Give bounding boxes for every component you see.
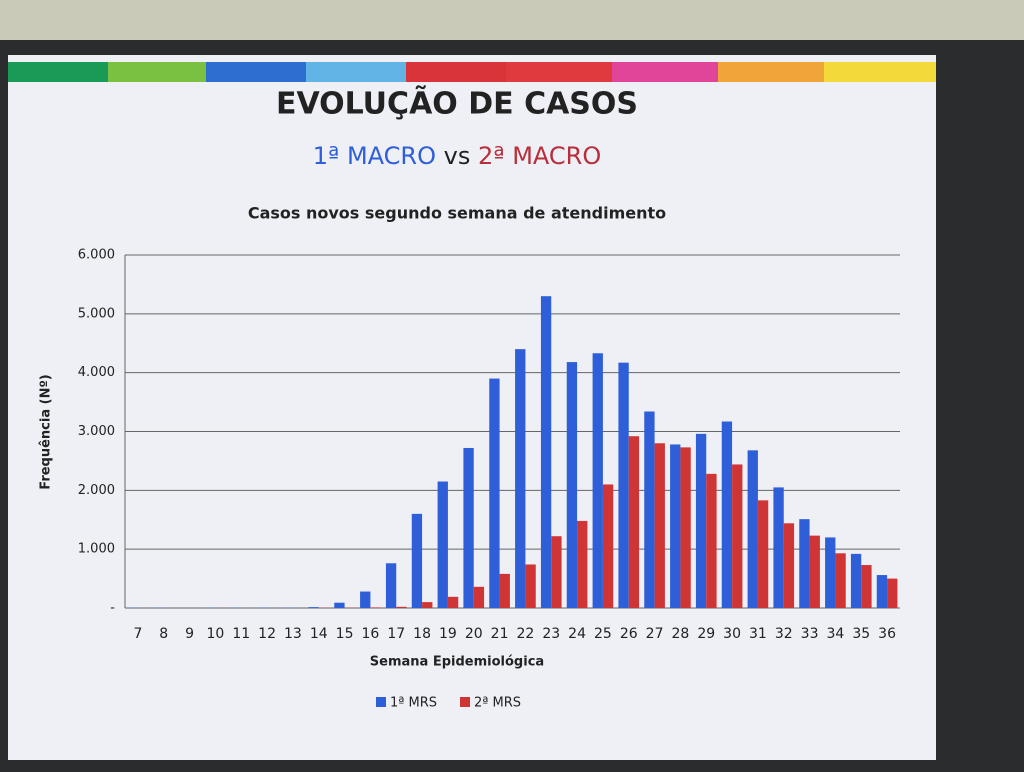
x-tick-label: 13 xyxy=(284,626,302,642)
bar xyxy=(799,519,809,608)
bar xyxy=(887,579,897,608)
y-tick-label: 5.000 xyxy=(78,306,115,321)
bar xyxy=(773,487,783,608)
wall xyxy=(0,0,1024,40)
x-tick-label: 19 xyxy=(439,626,457,642)
x-tick-label: 20 xyxy=(465,626,483,642)
bar xyxy=(438,482,448,608)
bar xyxy=(448,597,458,608)
bar xyxy=(463,448,473,608)
bar xyxy=(308,607,318,608)
x-axis-label: Semana Epidemiológica xyxy=(370,655,544,670)
bar xyxy=(386,563,396,608)
y-tick-label: - xyxy=(110,601,115,616)
x-tick-label: 21 xyxy=(491,626,509,642)
bar xyxy=(525,564,535,608)
x-tick-label: 30 xyxy=(723,626,741,642)
bar xyxy=(877,575,887,608)
chart-title: Casos novos segundo semana de atendiment… xyxy=(248,204,666,223)
slide-heading: EVOLUÇÃO DE CASOS xyxy=(276,85,638,122)
x-tick-label: 11 xyxy=(232,626,250,642)
y-tick-label: 6.000 xyxy=(78,248,115,263)
bar xyxy=(593,353,603,608)
y-tick-label: 4.000 xyxy=(78,365,115,380)
bar xyxy=(644,411,654,608)
bar xyxy=(489,379,499,608)
subheading-part: 2ª MACRO xyxy=(478,142,601,170)
x-tick-label: 34 xyxy=(827,626,845,642)
x-tick-label: 25 xyxy=(594,626,612,642)
bar xyxy=(810,536,820,608)
x-tick-label: 16 xyxy=(362,626,380,642)
y-tick-label: 2.000 xyxy=(78,483,115,498)
legend-label: 2ª MRS xyxy=(474,696,521,711)
bar xyxy=(851,554,861,608)
subheading-part: vs xyxy=(444,142,471,170)
bar xyxy=(541,296,551,608)
bar xyxy=(334,603,344,608)
bar xyxy=(696,434,706,608)
bar xyxy=(603,484,613,608)
x-tick-label: 36 xyxy=(878,626,896,642)
bar xyxy=(722,421,732,608)
legend-swatch xyxy=(376,697,386,707)
x-tick-label: 29 xyxy=(697,626,715,642)
x-tick-label: 7 xyxy=(133,626,142,642)
x-tick-label: 23 xyxy=(542,626,560,642)
bar xyxy=(618,363,628,608)
bar xyxy=(515,349,525,608)
x-tick-label: 31 xyxy=(749,626,767,642)
bar xyxy=(825,537,835,608)
x-tick-label: 15 xyxy=(336,626,354,642)
bar xyxy=(758,500,768,608)
bar xyxy=(748,450,758,608)
bar xyxy=(680,447,690,608)
bar xyxy=(567,362,577,608)
bar xyxy=(500,574,510,608)
bar xyxy=(360,592,370,608)
x-tick-label: 8 xyxy=(159,626,168,642)
bar xyxy=(835,553,845,608)
bar xyxy=(412,514,422,608)
bar xyxy=(732,464,742,608)
bar xyxy=(577,521,587,608)
bar xyxy=(706,474,716,608)
bar xyxy=(422,602,432,608)
slide-subheading: 1ª MACRO vs 2ª MACRO xyxy=(313,142,601,170)
color-stripe xyxy=(8,62,936,82)
x-tick-label: 17 xyxy=(387,626,405,642)
x-tick-label: 32 xyxy=(775,626,793,642)
x-tick-label: 28 xyxy=(672,626,690,642)
bar xyxy=(861,565,871,608)
x-tick-label: 12 xyxy=(258,626,276,642)
x-tick-label: 26 xyxy=(620,626,638,642)
x-tick-label: 10 xyxy=(207,626,225,642)
x-tick-label: 22 xyxy=(517,626,535,642)
x-tick-label: 18 xyxy=(413,626,431,642)
x-tick-label: 33 xyxy=(801,626,819,642)
bar xyxy=(655,443,665,608)
bar xyxy=(784,523,794,608)
bar xyxy=(670,444,680,608)
bar xyxy=(474,587,484,608)
y-tick-label: 3.000 xyxy=(78,424,115,439)
x-tick-label: 9 xyxy=(185,626,194,642)
legend-label: 1ª MRS xyxy=(390,696,437,711)
x-tick-label: 35 xyxy=(852,626,870,642)
bar xyxy=(396,607,406,608)
subheading-part: 1ª MACRO xyxy=(313,142,436,170)
bar xyxy=(370,607,380,608)
x-tick-label: 27 xyxy=(646,626,664,642)
bar xyxy=(629,436,639,608)
x-tick-label: 24 xyxy=(568,626,586,642)
bar xyxy=(551,536,561,608)
y-tick-label: 1.000 xyxy=(78,542,115,557)
x-tick-label: 14 xyxy=(310,626,328,642)
legend-swatch xyxy=(460,697,470,707)
y-axis-label: Frequência (Nº) xyxy=(39,374,54,489)
